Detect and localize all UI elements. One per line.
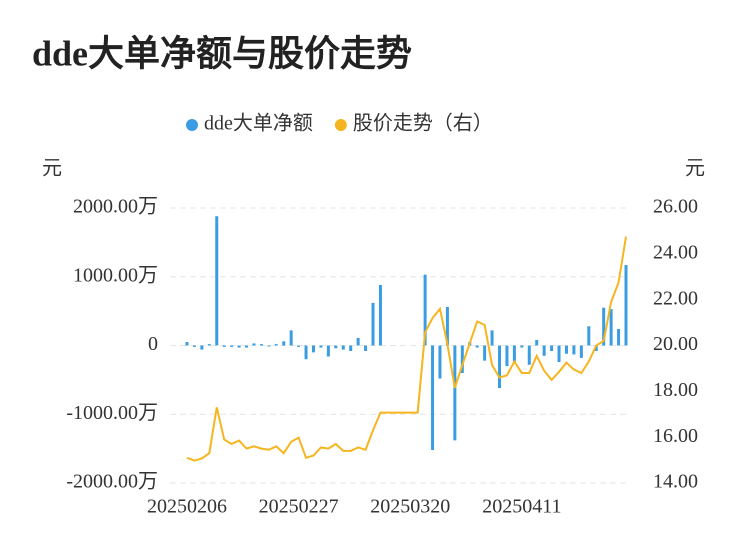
- bar: [535, 340, 539, 346]
- bar: [550, 345, 554, 351]
- y-tick-label: 0: [148, 333, 158, 355]
- bar: [609, 309, 613, 346]
- x-tick-label: 20250411: [482, 496, 561, 518]
- legend-label: 股价走势（右）: [353, 112, 493, 135]
- bar: [207, 344, 211, 346]
- legend-marker: [334, 119, 347, 131]
- x-tick-label: 20250227: [259, 496, 339, 518]
- bar: [304, 345, 308, 360]
- price-line: [186, 236, 627, 462]
- bar: [274, 344, 278, 346]
- bar: [192, 345, 196, 347]
- bar: [617, 329, 621, 346]
- bar: [282, 341, 286, 346]
- bar: [259, 344, 263, 346]
- bar: [237, 345, 241, 348]
- x-tick-label: 20250320: [370, 496, 450, 518]
- bar: [557, 345, 561, 362]
- bar: [267, 345, 271, 347]
- bar: [341, 345, 345, 350]
- y2-tick-label: 22.00: [653, 287, 698, 309]
- bar: [289, 330, 293, 346]
- x-tick-label: 20250206: [147, 496, 227, 518]
- bar: [326, 345, 330, 357]
- bar: [319, 345, 323, 348]
- bar: [222, 345, 226, 347]
- y-tick-label: -1000.00万: [66, 402, 158, 424]
- bar: [349, 345, 353, 351]
- y-tick-label: -2000.00万: [66, 471, 158, 493]
- bar: [564, 345, 568, 354]
- bar: [445, 307, 449, 346]
- bar: [252, 343, 256, 346]
- legend-marker: [186, 119, 198, 131]
- y-tick-label: 1000.00万: [73, 264, 158, 286]
- bar: [624, 265, 628, 346]
- bar: [230, 345, 234, 347]
- bar: [498, 345, 502, 389]
- bar: [490, 330, 494, 346]
- y-unit: 元: [42, 158, 62, 180]
- bar: [602, 307, 606, 346]
- bar: [297, 345, 301, 347]
- y2-unit: 元: [685, 158, 705, 180]
- y-tick-label: 2000.00万: [73, 196, 158, 218]
- bar: [423, 274, 427, 346]
- bar: [483, 345, 487, 361]
- bar: [356, 337, 360, 346]
- bar: [542, 345, 546, 356]
- bar: [527, 345, 531, 365]
- y2-tick-label: 14.00: [653, 471, 698, 493]
- bar: [185, 342, 189, 346]
- bar: [334, 345, 338, 349]
- bar: [512, 345, 516, 362]
- bar: [475, 345, 479, 348]
- y2-tick-label: 26.00: [653, 196, 698, 218]
- y2-tick-label: 24.00: [653, 241, 698, 263]
- y2-tick-label: 16.00: [653, 425, 698, 447]
- bar: [587, 326, 591, 346]
- bar: [438, 345, 442, 379]
- bar: [371, 302, 375, 346]
- bar: [460, 345, 464, 373]
- y2-tick-label: 18.00: [653, 379, 698, 401]
- bar: [572, 345, 576, 355]
- bar: [453, 345, 457, 441]
- legend-label: dde大单净额: [204, 112, 313, 135]
- bar: [311, 345, 315, 353]
- bar: [579, 345, 583, 358]
- bar: [200, 345, 204, 350]
- bar: [520, 345, 524, 348]
- bar: [378, 285, 382, 346]
- bar: [245, 345, 249, 348]
- bar: [364, 345, 368, 351]
- bar: [431, 345, 435, 450]
- chart-title: dde大单净额与股价走势: [32, 33, 412, 73]
- bar: [505, 345, 509, 367]
- bar: [594, 345, 598, 351]
- y2-tick-label: 20.00: [653, 333, 698, 355]
- bar: [215, 216, 219, 346]
